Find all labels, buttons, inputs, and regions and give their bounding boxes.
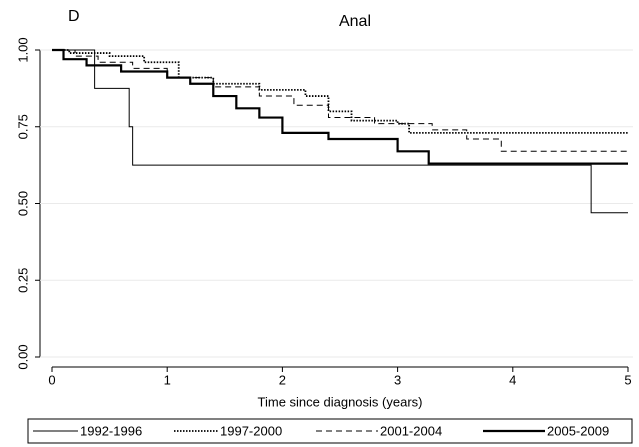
legend-box [27, 418, 633, 444]
legend-label: 2001-2004 [380, 423, 442, 438]
y-tick-label: 0.50 [15, 191, 30, 216]
x-tick-label: 5 [624, 372, 631, 387]
survival-curve [52, 49, 628, 134]
chart-title: Anal [339, 13, 371, 30]
y-tick-label: 0.75 [15, 114, 30, 139]
survival-curve [52, 49, 628, 214]
legend-label: 1997-2000 [220, 423, 282, 438]
x-tick-label: 2 [279, 372, 286, 387]
x-tick-label: 0 [48, 372, 55, 387]
panel-label: D [68, 8, 80, 25]
legend-label: 2005-2009 [547, 423, 609, 438]
y-tick-label: 0.25 [15, 268, 30, 293]
survival-curve [52, 49, 628, 152]
survival-curve [52, 48, 628, 165]
legend-label: 1992-1996 [80, 423, 142, 438]
x-tick-label: 4 [509, 372, 516, 387]
x-axis-label: Time since diagnosis (years) [258, 394, 423, 409]
x-tick-label: 3 [394, 372, 401, 387]
x-tick-label: 1 [164, 372, 171, 387]
y-tick-label: 1.00 [15, 37, 30, 62]
y-tick-label: 0.00 [15, 344, 30, 369]
